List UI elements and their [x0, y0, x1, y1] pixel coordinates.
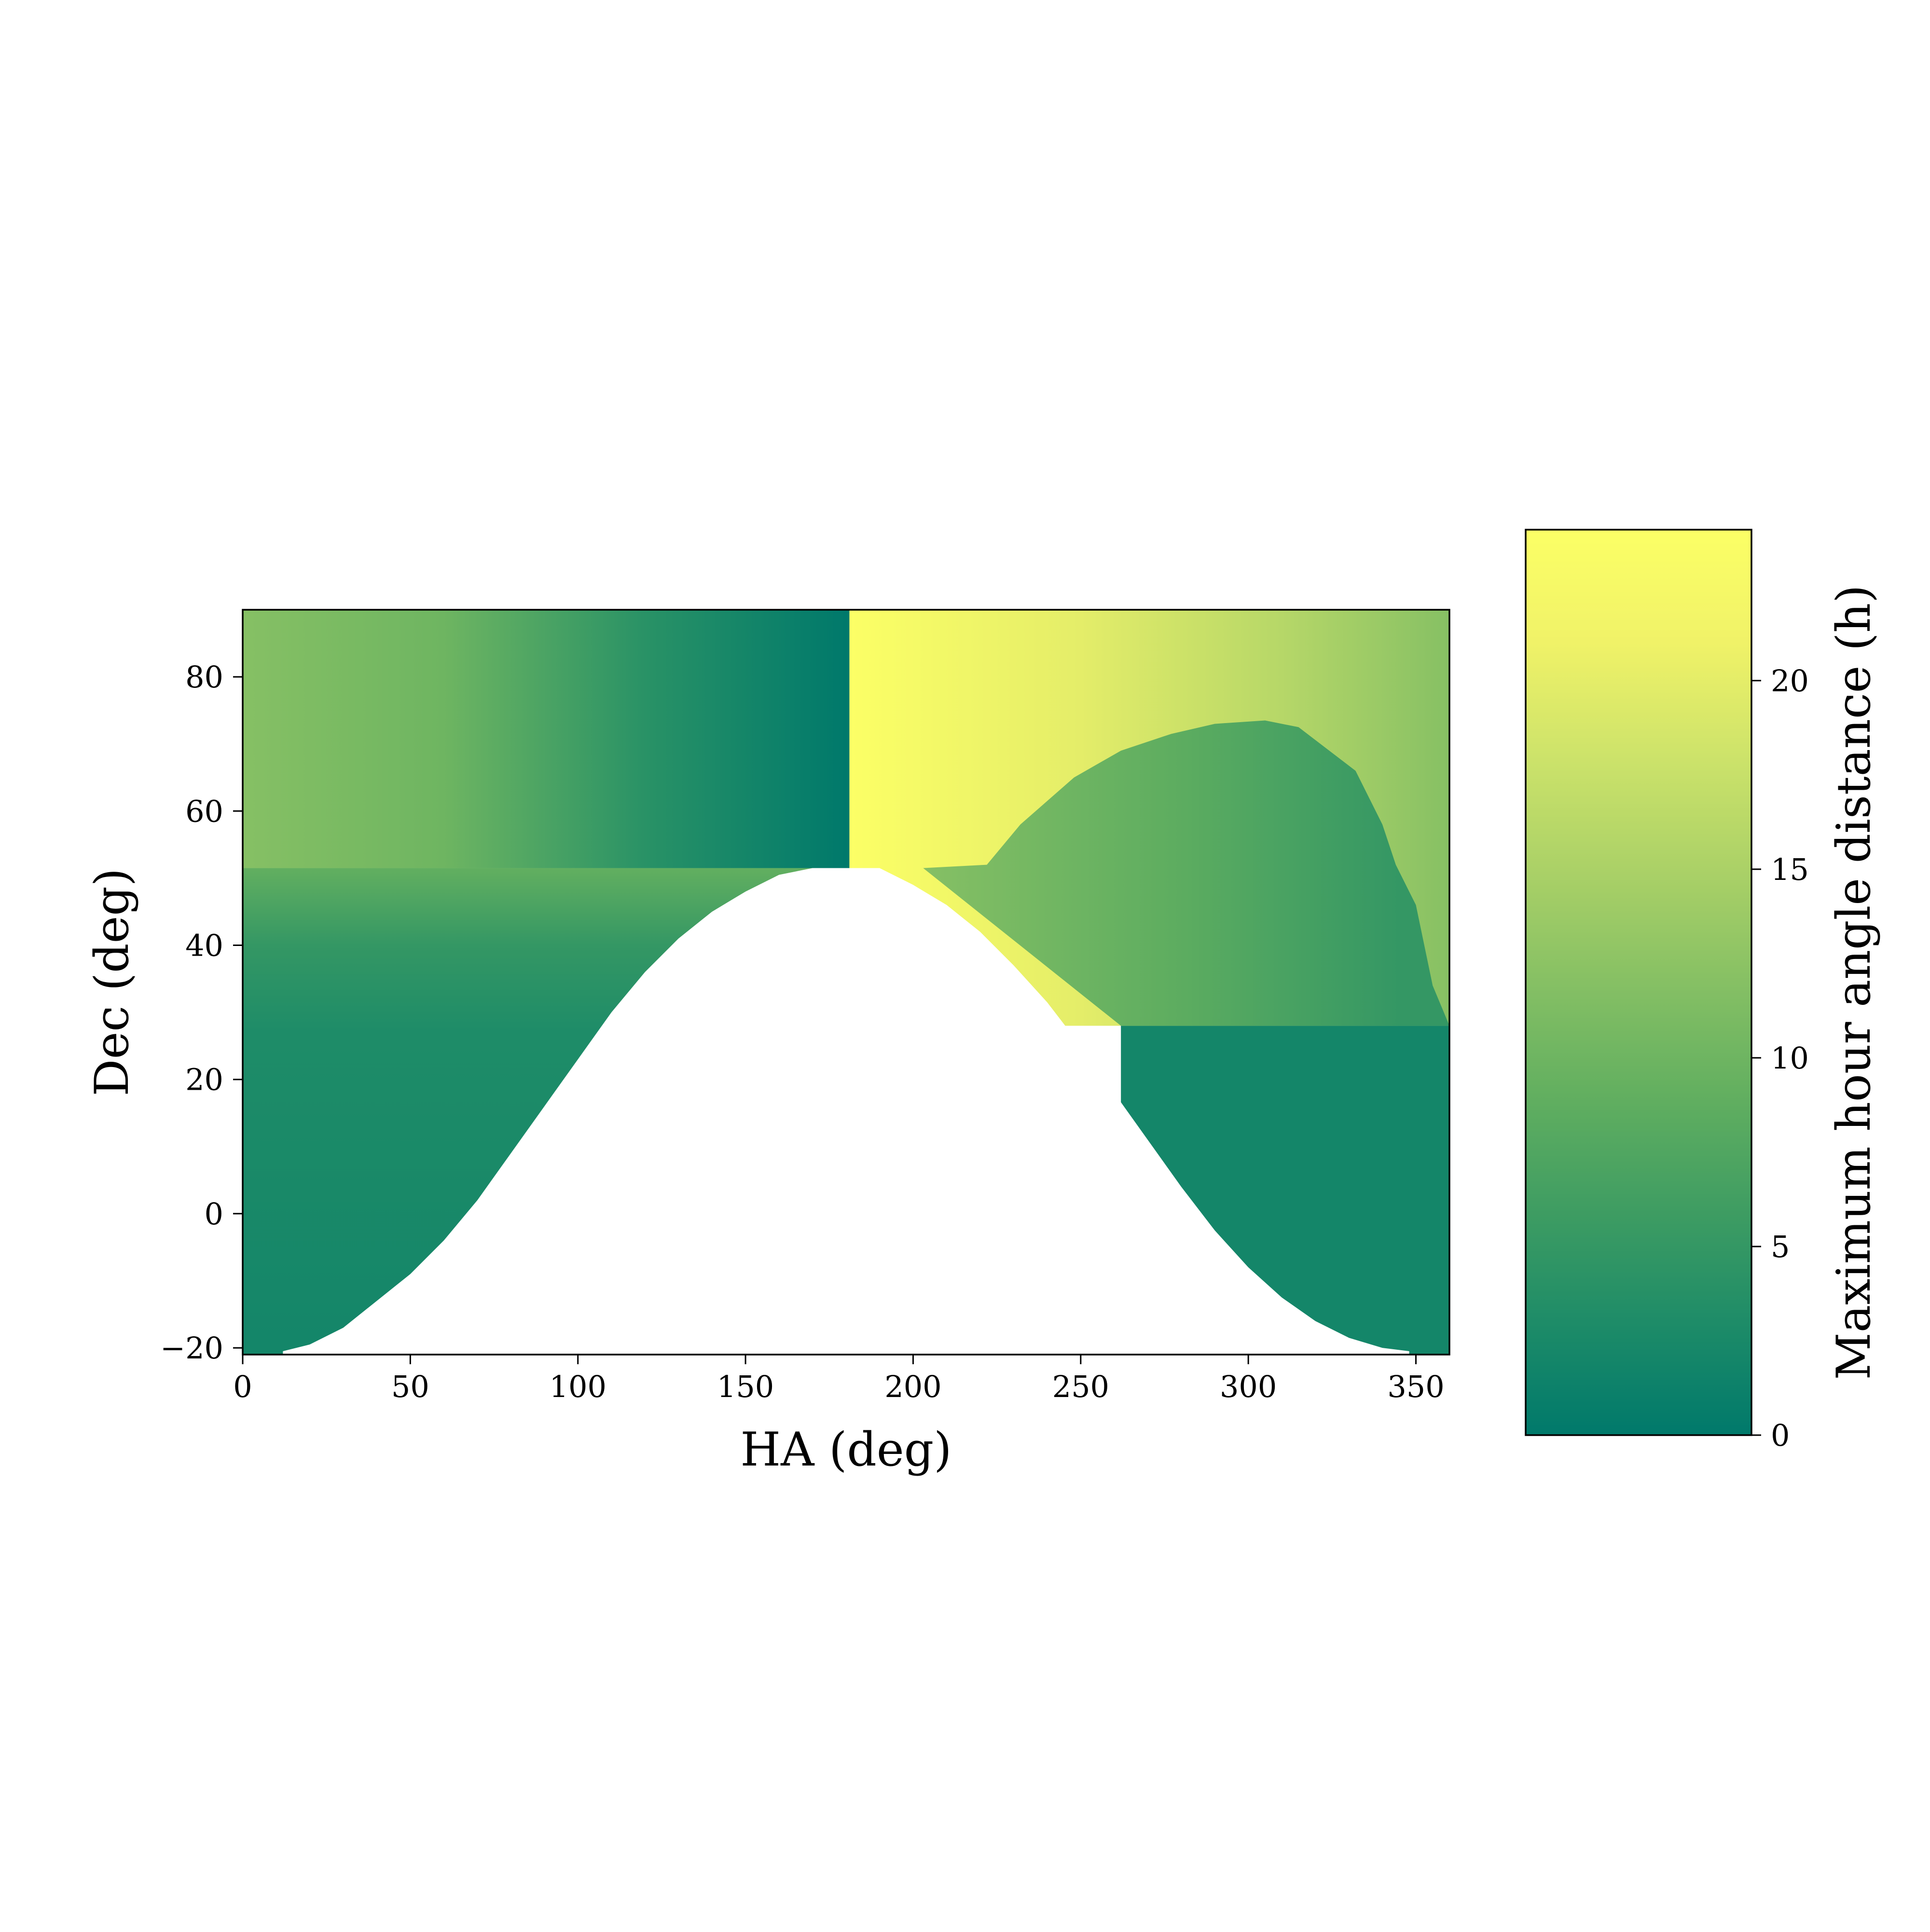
y-axis: −20 0 20 40 60 80: [160, 659, 243, 1366]
masked-region: [283, 868, 1409, 1355]
colorbar-tick-label: 20: [1771, 663, 1809, 699]
x-axis-title: HA (deg): [740, 1423, 951, 1477]
colorbar-tick-label: 5: [1771, 1229, 1790, 1264]
colorbar-tick-label: 15: [1771, 852, 1809, 887]
colorbar: 0 5 10 15 20: [1525, 529, 1809, 1453]
plot-frame: [242, 609, 1450, 1356]
y-tick-label: 40: [185, 928, 223, 963]
x-tick-label: 0: [233, 1369, 252, 1404]
x-tick-label: 50: [391, 1369, 429, 1404]
x-tick-label: 200: [884, 1369, 941, 1404]
colorbar-tick-label: 0: [1771, 1418, 1790, 1453]
right-lobe-region: [923, 720, 1449, 1026]
colorbar-tick-label: 10: [1771, 1041, 1809, 1076]
y-tick-label: −20: [160, 1330, 223, 1366]
y-tick-label: 80: [185, 659, 223, 695]
colorbar-title: Maximum hour angle distance (h): [1827, 585, 1881, 1380]
y-tick-label: 0: [205, 1196, 223, 1232]
colorbar-gradient: [1525, 529, 1752, 1436]
upper-left-band: [243, 610, 850, 868]
x-tick-label: 300: [1220, 1369, 1277, 1404]
y-axis-title: Dec (deg): [85, 868, 139, 1096]
x-tick-label: 350: [1387, 1369, 1444, 1404]
x-tick-label: 100: [550, 1369, 607, 1404]
y-tick-label: 60: [185, 794, 223, 829]
heatmap-plot-area: [243, 610, 1449, 1355]
x-axis: 0 50 100 150 200 250 300 350: [233, 1355, 1445, 1404]
x-tick-label: 150: [717, 1369, 774, 1404]
x-tick-label: 250: [1052, 1369, 1109, 1404]
y-tick-label: 20: [185, 1062, 223, 1097]
